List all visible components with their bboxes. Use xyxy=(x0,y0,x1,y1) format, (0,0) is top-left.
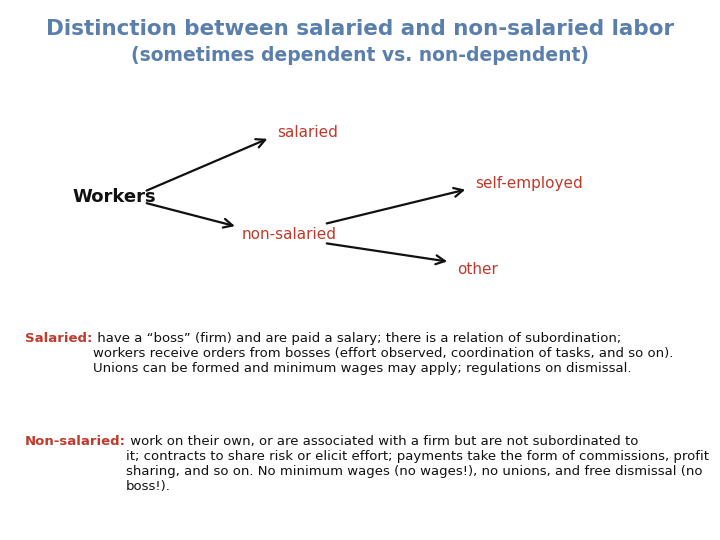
Text: Distinction between salaried and non-salaried labor: Distinction between salaried and non-sal… xyxy=(46,19,674,39)
Text: (sometimes dependent vs. non-dependent): (sometimes dependent vs. non-dependent) xyxy=(131,46,589,65)
Text: salaried: salaried xyxy=(277,125,338,140)
Text: other: other xyxy=(457,262,498,278)
Text: non-salaried: non-salaried xyxy=(241,227,336,242)
Text: self-employed: self-employed xyxy=(475,176,583,191)
Text: have a “boss” (firm) and are paid a salary; there is a relation of subordination: have a “boss” (firm) and are paid a sala… xyxy=(93,332,673,375)
Text: Non-salaried:: Non-salaried: xyxy=(25,435,126,448)
Text: Workers: Workers xyxy=(72,188,156,206)
Text: work on their own, or are associated with a firm but are not subordinated to
it;: work on their own, or are associated wit… xyxy=(126,435,709,492)
Text: Salaried:: Salaried: xyxy=(25,332,93,345)
